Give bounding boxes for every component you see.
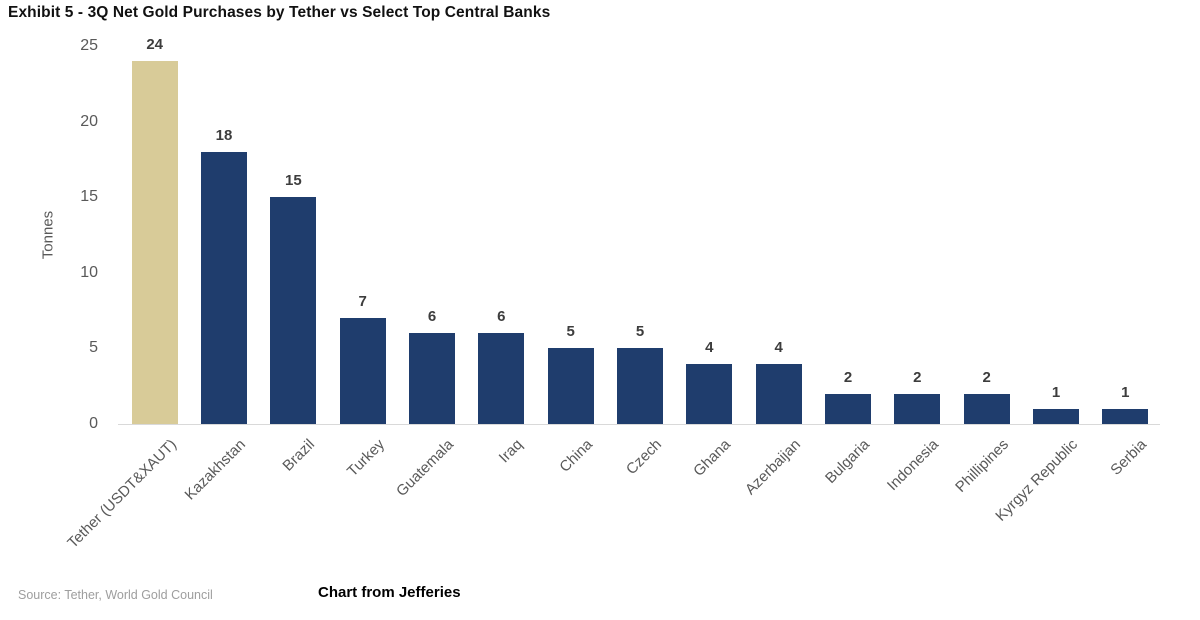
y-tick-label: 20 — [80, 112, 98, 130]
bar-value-label: 24 — [146, 36, 163, 54]
bar — [686, 363, 733, 424]
source-note: Source: Tether, World Gold Council — [18, 588, 213, 602]
bar — [339, 318, 386, 424]
bar-value-label: 1 — [1051, 383, 1061, 401]
bar — [1033, 408, 1079, 424]
bar — [894, 393, 941, 424]
bar — [409, 333, 455, 424]
chart-title: Exhibit 5 - 3Q Net Gold Purchases by Tet… — [8, 4, 551, 21]
bar-value-label: 1 — [1121, 383, 1130, 401]
bar — [131, 61, 178, 424]
y-tick-label: 5 — [89, 339, 98, 357]
bar — [755, 363, 802, 424]
x-axis-line — [118, 424, 1160, 425]
bar — [617, 348, 663, 424]
bar — [1102, 408, 1149, 424]
bar-value-label: 4 — [774, 338, 783, 356]
y-axis-label: Tonnes — [39, 210, 57, 260]
y-tick-label: 25 — [80, 37, 98, 54]
bar — [963, 393, 1010, 424]
bar-value-label: 15 — [284, 172, 302, 190]
bar-value-label: 18 — [215, 126, 233, 144]
bar — [270, 197, 317, 424]
bar-value-label: 2 — [982, 368, 991, 386]
bar-value-label: 6 — [427, 308, 437, 326]
bar-value-label: 5 — [635, 323, 645, 341]
bar — [478, 333, 525, 424]
bar — [825, 393, 871, 424]
bar-value-label: 4 — [705, 338, 714, 356]
y-tick-label: 15 — [80, 188, 98, 206]
bar — [201, 151, 247, 424]
bar-value-label: 7 — [358, 293, 367, 311]
bar — [547, 348, 594, 424]
bar-value-label: 2 — [913, 368, 922, 386]
y-tick-label: 10 — [80, 263, 98, 281]
bar-value-label: 2 — [843, 368, 853, 386]
chart-caption: Chart from Jefferies — [318, 584, 461, 601]
bar-value-label: 5 — [566, 323, 575, 341]
bar-value-label: 6 — [497, 308, 506, 326]
y-tick-label: 0 — [89, 415, 98, 432]
